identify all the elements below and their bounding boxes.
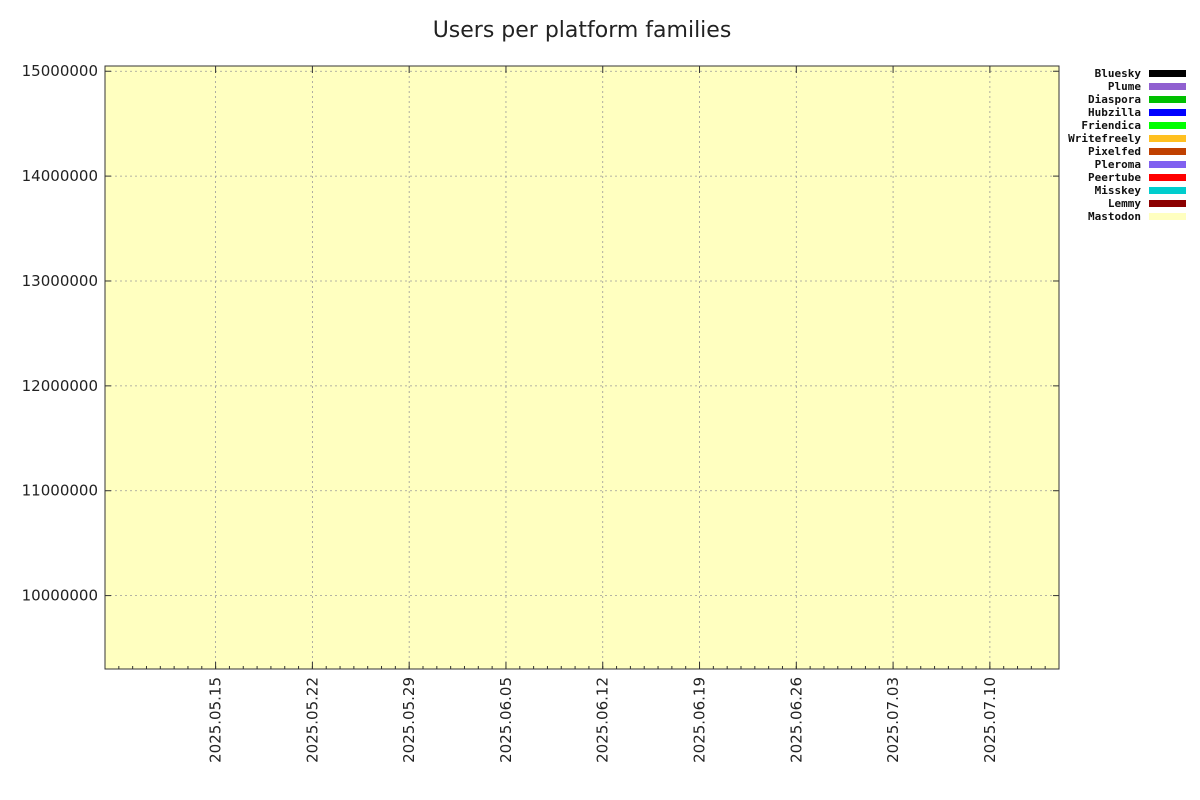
legend-label: Mastodon xyxy=(1088,210,1141,223)
x-tick-label: 2025.07.03 xyxy=(884,677,902,763)
x-tick-label: 2025.06.05 xyxy=(497,677,515,763)
legend-label: Lemmy xyxy=(1108,197,1141,210)
y-tick-label: 13000000 xyxy=(22,272,98,290)
area-mastodon xyxy=(105,66,1059,669)
stacked-areas xyxy=(105,66,1059,669)
x-tick-label: 2025.06.26 xyxy=(787,677,805,763)
y-tick-label: 10000000 xyxy=(22,587,98,605)
legend-label: Misskey xyxy=(1095,184,1142,197)
y-tick-label: 15000000 xyxy=(22,62,98,80)
legend-label: Pleroma xyxy=(1095,158,1141,171)
plot-border xyxy=(104,65,1060,670)
x-tick-label: 2025.05.29 xyxy=(400,677,418,763)
legend-swatch xyxy=(1149,187,1186,194)
x-tick-label: 2025.05.22 xyxy=(303,677,321,763)
y-tick-label: 12000000 xyxy=(22,377,98,395)
y-tick-label: 14000000 xyxy=(22,167,98,185)
y-axis: 10000000 11000000 12000000 13000000 14000000… xyxy=(22,62,1059,605)
legend-label: Writefreely xyxy=(1068,132,1141,145)
legend-swatch xyxy=(1149,70,1186,77)
legend-label: Hubzilla xyxy=(1088,106,1141,119)
legend-swatch xyxy=(1149,200,1186,207)
legend-label: Plume xyxy=(1108,80,1141,93)
legend-swatch xyxy=(1149,96,1186,103)
legend-label: Peertube xyxy=(1088,171,1141,184)
legend-label: Diaspora xyxy=(1088,93,1141,106)
legend-label: Bluesky xyxy=(1095,67,1142,80)
legend-swatch xyxy=(1149,174,1186,181)
legend-swatch xyxy=(1149,148,1186,155)
legend-swatch xyxy=(1149,135,1186,142)
legend-swatch xyxy=(1149,122,1186,129)
x-tick-label: 2025.06.12 xyxy=(594,677,612,763)
legend-swatch xyxy=(1149,161,1186,168)
x-tick-label: 2025.06.19 xyxy=(691,677,709,763)
y-tick-label: 11000000 xyxy=(22,482,98,500)
legend-swatch xyxy=(1149,83,1186,90)
legend-swatch xyxy=(1149,109,1186,116)
legend-swatch xyxy=(1149,213,1186,220)
x-tick-label: 2025.07.10 xyxy=(981,677,999,763)
legend-label: Pixelfed xyxy=(1088,145,1141,158)
x-axis: 2025.05.15 2025.05.22 2025.05.29 2025.06.05… xyxy=(104,66,1060,763)
legend-label: Friendica xyxy=(1081,119,1141,132)
legend: BlueskyPlumeDiasporaHubzillaFriendicaWri… xyxy=(1068,67,1186,223)
x-tick-label: 2025.05.15 xyxy=(207,677,225,763)
grid-lines xyxy=(105,66,1059,669)
chart-title: Users per platform families xyxy=(433,18,732,43)
